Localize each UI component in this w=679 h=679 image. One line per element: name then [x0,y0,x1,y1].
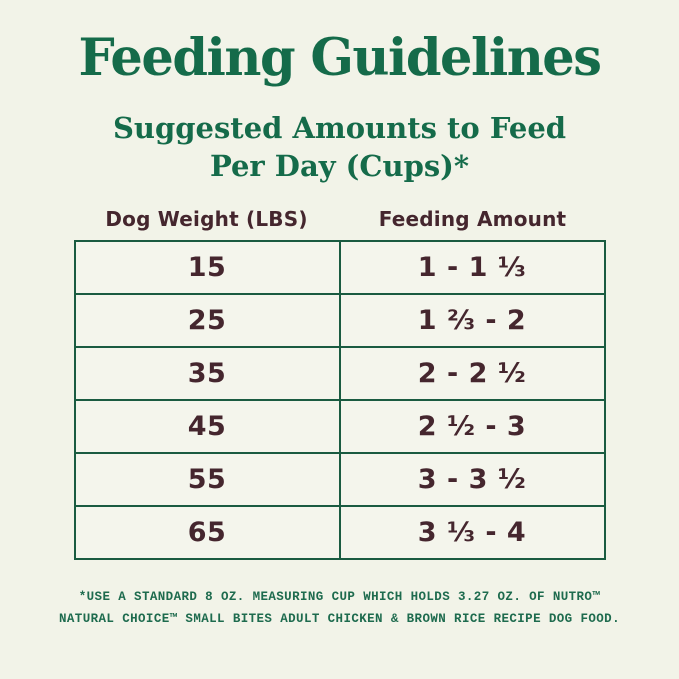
amount-cell: 3 ⅓ - 4 [338,505,606,561]
table-row: 65 3 ⅓ - 4 [73,505,606,561]
table-row: 35 2 - 2 ½ [73,346,606,402]
amount-cell: 3 - 3 ½ [338,452,606,508]
subtitle-line-1: Suggested Amounts to Feed [112,111,567,146]
amount-cell: 2 - 2 ½ [338,346,606,402]
table-column-headers: Dog Weight (LBS) Feeding Amount [74,207,606,231]
amount-cell: 1 ⅔ - 2 [338,293,606,349]
weight-cell: 55 [73,452,341,508]
table-row: 45 2 ½ - 3 [73,399,606,455]
amount-cell: 2 ½ - 3 [338,399,606,455]
column-header-dog-weight: Dog Weight (LBS) [105,207,308,232]
table-row: 55 3 - 3 ½ [73,452,606,508]
footnote-line-2: NATURAL CHOICE™ SMALL BITES ADULT CHICKE… [59,612,620,627]
weight-cell: 35 [73,346,341,402]
feeding-table: 15 1 - 1 ⅓ 25 1 ⅔ - 2 35 2 - 2 ½ 45 2 ½ … [73,240,606,561]
table-row: 25 1 ⅔ - 2 [73,293,606,349]
footnote-line-1: *USE A STANDARD 8 OZ. MEASURING CUP WHIC… [78,590,601,605]
weight-cell: 45 [73,399,341,455]
feeding-table-section: Dog Weight (LBS) Feeding Amount 15 1 - 1… [73,207,606,561]
amount-cell: 1 - 1 ⅓ [338,240,606,296]
footnote: *USE A STANDARD 8 OZ. MEASURING CUP WHIC… [0,587,679,631]
subtitle-line-2: Per Day (Cups)* [209,148,470,183]
page-title: Feeding Guidelines [78,28,602,88]
weight-cell: 15 [73,240,341,296]
column-header-feeding-amount: Feeding Amount [378,207,567,232]
table-row: 15 1 - 1 ⅓ [73,240,606,296]
page-subtitle: Suggested Amounts to Feed Per Day (Cups)… [0,110,679,185]
weight-cell: 25 [73,293,341,349]
weight-cell: 65 [73,505,341,561]
